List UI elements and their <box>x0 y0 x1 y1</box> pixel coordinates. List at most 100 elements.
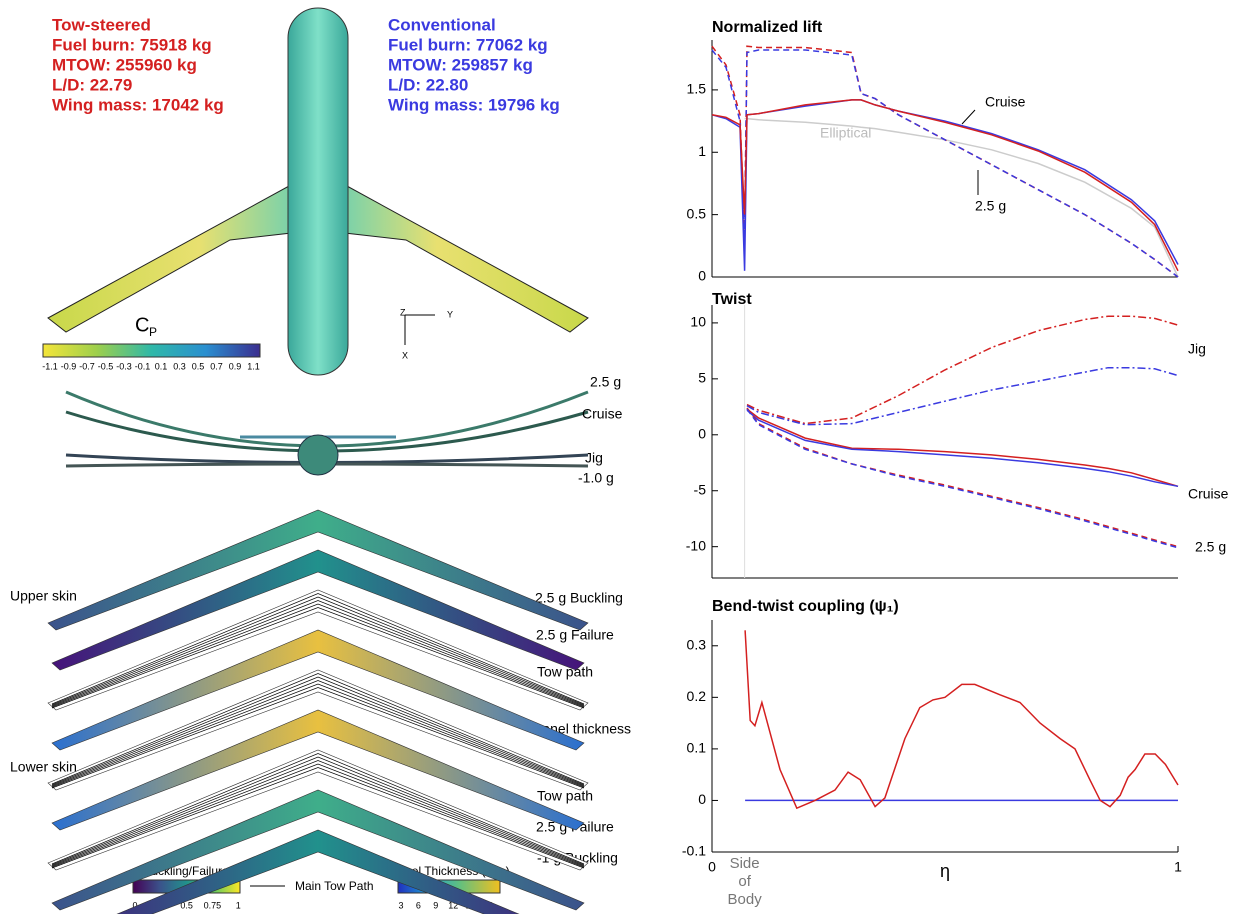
tow-path <box>51 760 585 867</box>
cp-tick: -0.9 <box>61 361 77 371</box>
wing-label: Tow path <box>537 788 593 804</box>
left-wing <box>47 179 301 333</box>
cp-sub: P <box>149 325 157 339</box>
series-line <box>746 407 1179 548</box>
tow-path <box>51 767 585 869</box>
wing-label: 2.5 g Buckling <box>535 590 623 606</box>
annotation: Jig <box>1188 341 1206 357</box>
cp-tick: -0.3 <box>116 361 132 371</box>
x-tick-label: 0 <box>708 859 716 875</box>
wing-skin <box>47 749 589 871</box>
conv-stat: Fuel burn: 77062 kg <box>388 35 548 54</box>
tow-path <box>51 680 585 787</box>
cp-label: C <box>135 314 149 336</box>
y-tick-label: 5 <box>698 370 706 386</box>
y-tick-label: 1.5 <box>687 81 707 97</box>
y-tick-label: -5 <box>694 481 707 497</box>
tow-title: Tow-steered <box>52 15 151 34</box>
thickness-tick: 9 <box>433 900 438 910</box>
tow-stat: Fuel burn: 75918 kg <box>52 35 212 54</box>
thickness-tick: 12 <box>448 900 458 910</box>
chart-title: Normalized lift <box>712 19 823 36</box>
thickness-tick: 6 <box>416 900 421 910</box>
axis-z: Z <box>400 307 406 317</box>
cp-colorbar <box>42 343 261 358</box>
tow-path <box>51 756 585 866</box>
front-label: Jig <box>585 450 603 466</box>
cp-tick: -0.1 <box>135 361 151 371</box>
side-of-body-label: of <box>738 873 751 890</box>
series-line <box>711 45 1179 278</box>
front-label: Cruise <box>582 406 623 422</box>
tow-path <box>51 683 585 788</box>
tow-path <box>51 753 585 865</box>
front-label: -1.0 g <box>578 470 614 486</box>
cp-tick: -1.1 <box>42 361 58 371</box>
fuselage <box>287 7 349 376</box>
wing-skin <box>47 509 589 631</box>
y-tick-label: 0.2 <box>687 688 707 704</box>
cp-tick: 0.9 <box>229 361 242 371</box>
tow-stat: L/D: 22.79 <box>52 75 132 94</box>
annotation: Cruise <box>985 94 1026 110</box>
annotation: 2.5 g <box>975 198 1006 214</box>
cp-tick: 0.3 <box>173 361 186 371</box>
tow-legend: Main Tow Path <box>295 879 374 893</box>
annotation-arrow <box>961 109 976 125</box>
series-line <box>744 630 1179 810</box>
conv-stat: MTOW: 259857 kg <box>388 55 533 74</box>
y-tick-label: 0 <box>698 268 706 284</box>
series-line <box>746 315 1179 425</box>
y-tick-label: -10 <box>686 537 706 553</box>
y-tick-label: 1 <box>698 143 706 159</box>
fuselage-front <box>297 434 339 476</box>
wing-skin <box>51 789 585 911</box>
tow-stat: Wing mass: 17042 kg <box>52 95 224 114</box>
front-label: 2.5 g <box>590 374 621 390</box>
series-line <box>711 99 1179 271</box>
y-tick-label: 0.3 <box>687 636 707 652</box>
annotation: Cruise <box>1188 486 1229 502</box>
skin-label: Lower skin <box>10 759 77 775</box>
series-line <box>711 49 1179 278</box>
tow-path <box>51 603 585 708</box>
wing-skin <box>47 589 589 711</box>
buckling-tick: 0.5 <box>180 900 193 910</box>
tow-path <box>51 687 585 789</box>
series-line <box>746 408 1179 488</box>
wing-skin <box>51 629 585 751</box>
series-line <box>746 366 1179 426</box>
right-wing <box>335 179 589 333</box>
wing-skin <box>51 549 585 671</box>
annotation: Elliptical <box>820 125 871 141</box>
axis-triad <box>404 314 435 345</box>
y-tick-label: 0 <box>698 791 706 807</box>
tow-path <box>51 593 585 705</box>
axis-x: X <box>402 350 408 360</box>
wing-label: 2.5 g Failure <box>536 627 614 643</box>
cp-tick: -0.7 <box>79 361 95 371</box>
y-tick-label: 0 <box>698 425 706 441</box>
skin-label: Upper skin <box>10 588 77 604</box>
side-of-body-label: Body <box>728 891 763 908</box>
series-line <box>744 117 1179 278</box>
tow-stat: MTOW: 255960 kg <box>52 55 197 74</box>
y-tick-label: 0.1 <box>687 740 707 756</box>
x-tick-label: 1 <box>1174 859 1182 875</box>
annotation: 2.5 g <box>1195 539 1226 555</box>
cp-tick: -0.5 <box>98 361 114 371</box>
tow-path <box>51 607 585 709</box>
cp-tick: 0.7 <box>210 361 223 371</box>
tow-path <box>51 676 585 786</box>
cp-tick: 0.1 <box>155 361 168 371</box>
x-axis-label: η <box>940 861 950 881</box>
chart-title: Bend-twist coupling (ψ₁) <box>712 598 899 615</box>
wing-skin <box>116 829 520 914</box>
conv-stat: L/D: 22.80 <box>388 75 468 94</box>
buckling-tick: 1 <box>236 900 241 910</box>
buckling-tick: 0 <box>132 900 137 910</box>
tow-path <box>51 673 585 785</box>
series-line <box>746 409 1179 488</box>
cp-tick: 1.1 <box>247 361 260 371</box>
